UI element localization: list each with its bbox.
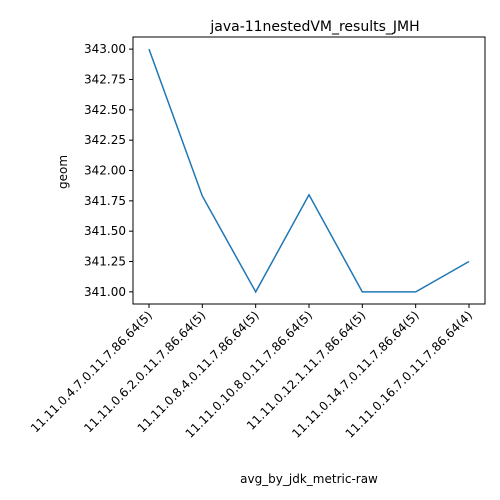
y-tick-label: 341.25 (84, 255, 126, 269)
y-tick-label: 343.00 (84, 42, 126, 56)
y-tick-label: 342.50 (84, 103, 126, 117)
y-tick-label: 341.75 (84, 194, 126, 208)
y-tick-label: 342.25 (84, 133, 126, 147)
y-axis: 341.00 341.25 341.50 341.75 342.00 342.25 342.… (84, 42, 133, 299)
y-tick-label: 341.00 (84, 285, 126, 299)
y-axis-label: geom (56, 155, 70, 189)
series-line-0 (148, 48, 470, 294)
x-axis-label: avg_by_jdk_metric-raw (240, 472, 378, 486)
y-tick-label: 342.00 (84, 164, 126, 178)
x-axis: 11.11.0.4.7.0.11.7.86.64(5)11.11.0.6.2.0… (28, 304, 475, 441)
plot-area (132, 36, 486, 305)
chart-title: java-11nestedVM_results_JMH (209, 19, 419, 35)
y-tick-label: 342.75 (84, 72, 126, 86)
y-tick-label: 341.50 (84, 224, 126, 238)
plot-frame (132, 36, 486, 305)
